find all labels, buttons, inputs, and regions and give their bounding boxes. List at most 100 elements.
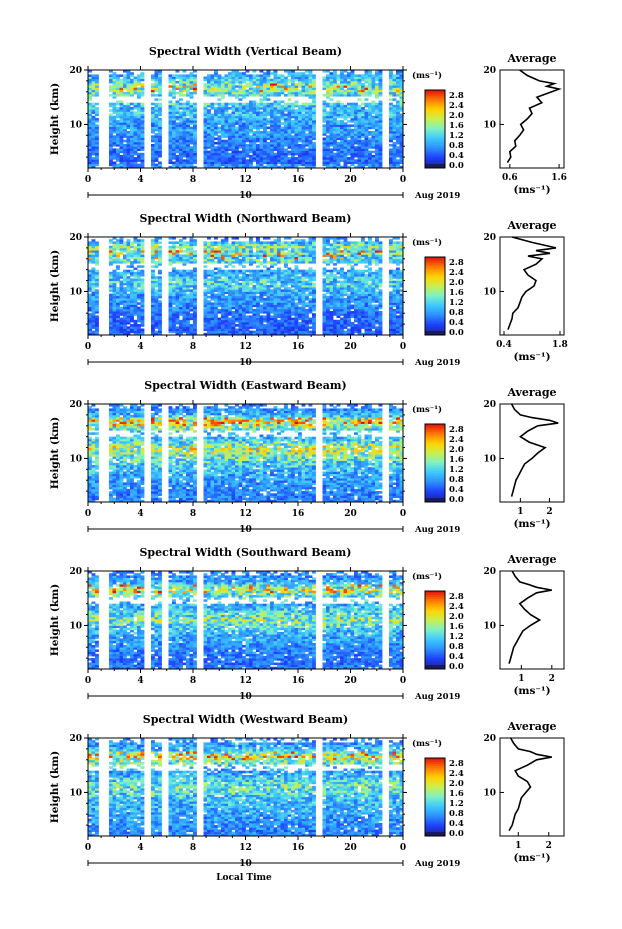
heatmap-cell xyxy=(287,332,292,336)
heatmap-cell xyxy=(252,124,257,127)
heatmap-cell xyxy=(354,80,358,84)
heatmap-cell xyxy=(312,306,316,310)
heatmap-cell xyxy=(158,295,162,299)
heatmap-cell xyxy=(340,293,344,297)
heatmap-cell xyxy=(112,96,117,99)
heatmap-cell xyxy=(182,70,187,73)
heatmap-cell xyxy=(396,163,400,167)
heatmap-cell xyxy=(270,298,274,301)
colorbar-segment xyxy=(425,132,445,136)
heatmap-cell xyxy=(109,115,113,119)
heatmap-cell xyxy=(364,324,369,327)
heatmap-cell xyxy=(221,319,225,323)
heatmap-cell xyxy=(182,111,187,114)
heatmap-cell xyxy=(396,282,400,286)
heatmap-cell xyxy=(378,76,383,80)
heatmap-cell xyxy=(203,313,208,316)
heatmap-cell xyxy=(224,326,229,329)
heatmap-cell xyxy=(168,159,173,162)
heatmap-cell xyxy=(350,124,355,127)
heatmap-cell xyxy=(277,330,281,334)
heatmap-cell xyxy=(235,159,239,162)
heatmap-cell xyxy=(361,91,365,95)
heatmap-cell xyxy=(172,154,176,158)
heatmap-cell xyxy=(347,330,351,334)
heatmap-cell xyxy=(231,85,236,88)
heatmap-cell xyxy=(217,107,222,110)
heatmap-cell xyxy=(109,300,113,303)
heatmap-cell xyxy=(186,109,190,112)
heatmap-cell xyxy=(329,135,334,138)
heatmap-cell xyxy=(179,120,183,123)
heatmap-cell xyxy=(270,133,274,136)
heatmap-cell xyxy=(228,146,232,149)
heatmap-cell xyxy=(109,330,113,334)
heatmap-cell xyxy=(273,289,278,292)
heatmap-cell xyxy=(112,332,117,336)
heatmap-cell xyxy=(123,135,127,138)
heatmap-cell xyxy=(182,133,187,136)
heatmap-cell xyxy=(326,165,330,169)
heatmap-cell xyxy=(168,91,173,95)
heatmap-cell xyxy=(392,298,397,301)
heatmap-cell xyxy=(336,124,341,127)
heatmap-cell xyxy=(263,135,267,138)
heatmap-cell xyxy=(336,291,341,294)
heatmap-cell xyxy=(287,107,292,110)
heatmap-cell xyxy=(210,146,215,149)
heatmap-cell xyxy=(231,111,236,114)
heatmap-cell xyxy=(217,330,222,334)
heatmap-cell xyxy=(203,89,208,93)
heatmap-cell xyxy=(238,321,243,325)
heatmap-cell xyxy=(133,330,138,334)
heatmap-cell xyxy=(322,282,327,286)
heatmap-cell xyxy=(224,122,229,125)
heatmap-cell xyxy=(298,124,302,127)
heatmap-cell xyxy=(347,107,351,110)
heatmap-cell xyxy=(116,326,120,329)
heatmap-cell xyxy=(154,94,159,97)
heatmap-cell xyxy=(399,148,404,151)
heatmap-cell xyxy=(109,85,113,88)
heatmap-cell xyxy=(399,98,404,101)
heatmap-cell xyxy=(312,137,316,141)
heatmap-cell xyxy=(172,300,176,303)
heatmap-cell xyxy=(259,330,264,334)
heatmap-cell xyxy=(340,317,344,321)
heatmap-cell xyxy=(284,135,288,138)
heatmap-cell xyxy=(235,96,239,99)
heatmap-cell xyxy=(343,163,348,167)
heatmap-cell xyxy=(140,282,145,286)
heatmap-cell xyxy=(137,148,141,151)
heatmap-cell xyxy=(151,139,155,143)
heatmap-cell xyxy=(368,124,372,127)
heatmap-cell xyxy=(172,126,176,130)
heatmap-cell xyxy=(333,326,337,329)
heatmap-cell xyxy=(168,117,173,121)
heatmap-cell xyxy=(256,324,260,327)
heatmap-cell xyxy=(116,89,120,93)
heatmap-cell xyxy=(333,165,337,169)
heatmap-cell xyxy=(245,107,250,110)
heatmap-cell xyxy=(375,111,379,114)
heatmap-cell xyxy=(329,78,334,82)
heatmap-cell xyxy=(221,102,225,106)
heatmap-cell xyxy=(130,308,134,312)
heatmap-cell xyxy=(109,298,113,301)
heatmap-cell xyxy=(294,141,299,145)
heatmap-cell xyxy=(210,87,215,90)
heatmap-cell xyxy=(354,87,358,90)
heatmap-cell xyxy=(389,321,393,325)
heatmap-cell xyxy=(287,152,292,156)
heatmap-cell xyxy=(140,117,145,121)
heatmap-cell xyxy=(371,293,376,297)
heatmap-cell xyxy=(182,324,187,327)
heatmap-cell xyxy=(301,126,306,130)
heatmap-cell xyxy=(130,124,134,127)
heatmap-cell xyxy=(172,298,176,301)
heatmap-cell xyxy=(270,122,274,125)
heatmap-cell xyxy=(280,321,285,325)
heatmap-cell xyxy=(116,74,120,77)
heatmap-cell xyxy=(266,278,271,281)
heatmap-cell xyxy=(238,165,243,169)
